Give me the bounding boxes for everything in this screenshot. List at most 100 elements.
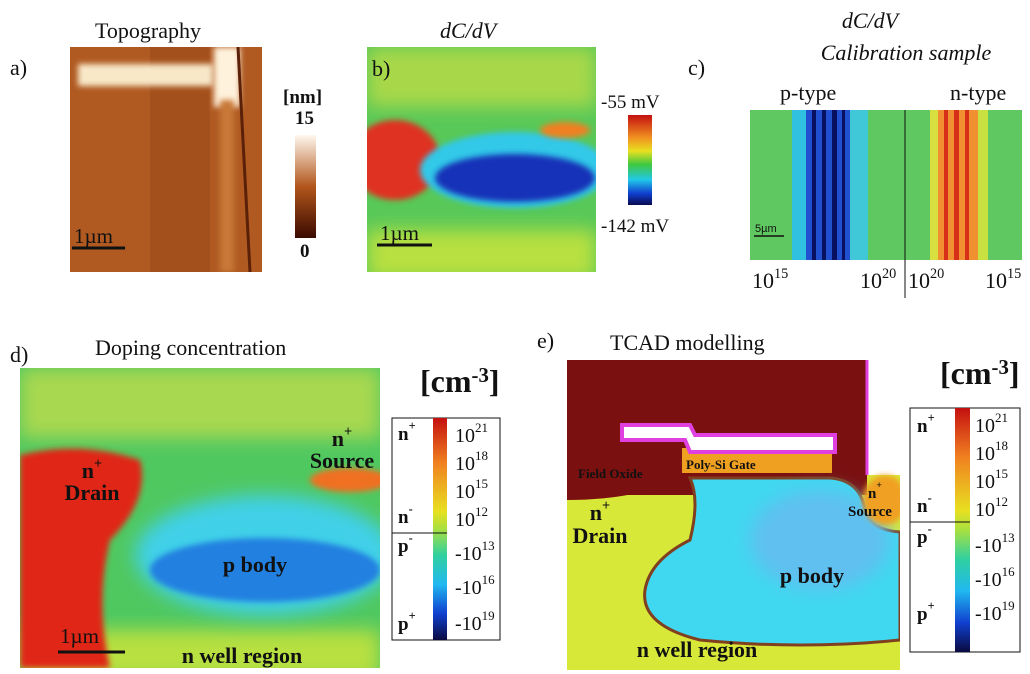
carrier-label-base: n	[398, 424, 409, 445]
colorbar-tick-label-exponent: 19	[1002, 598, 1015, 613]
carrier-label: p+	[398, 609, 416, 635]
carrier-label-base: n	[917, 496, 928, 517]
colorbar-tick-label: 1021	[455, 420, 488, 447]
panel-title: dC/dV	[842, 8, 901, 33]
region-label: Drain	[573, 523, 628, 548]
colorbar-tick-label: -1016	[455, 572, 495, 599]
region-label-base: n	[332, 426, 344, 451]
axis-label: 1020	[908, 266, 944, 293]
unit-label: [cm-3]	[420, 363, 500, 399]
colorbar-tick-label-exponent: 15	[995, 466, 1008, 481]
region-label: p body	[780, 563, 844, 588]
doping-map	[20, 368, 380, 668]
colorbar-tick-label-exponent: 16	[1002, 564, 1016, 579]
panel-label: e)	[537, 328, 554, 353]
carrier-label-exponent: +	[409, 419, 416, 433]
colorbar-max: 15	[295, 108, 314, 129]
colorbar-tick-label-base: 10	[455, 481, 475, 503]
panel-title: TCAD modelling	[610, 330, 765, 355]
carrier-label: n+	[398, 419, 416, 445]
colorbar-tick-label: -1019	[455, 608, 495, 635]
unit-label: [cm-3]	[940, 355, 1020, 391]
colorbar-tick-label: -1013	[455, 538, 495, 565]
region-label: n well region	[182, 643, 303, 668]
carrier-label-base: n	[398, 507, 409, 528]
unit-label-exponent: -3	[992, 356, 1009, 379]
colorbar-tick-label-base: -10	[455, 543, 482, 565]
carrier-label-exponent: -	[409, 531, 413, 545]
colorbar-tick-label-exponent: 13	[482, 538, 495, 553]
colorbar-tick-label-exponent: 21	[995, 410, 1008, 425]
panel-label: b)	[372, 56, 390, 81]
unit-label-tail: ]	[489, 363, 500, 399]
carrier-label-base: p	[917, 604, 928, 625]
region-label: p body	[223, 552, 287, 577]
panel-title: Topography	[95, 18, 201, 43]
axis-label-exponent: 15	[1007, 266, 1021, 282]
scale-label: 1µm	[380, 221, 419, 245]
colorbar-tick-label-base: -10	[975, 535, 1002, 557]
region-label: Field Oxide	[578, 466, 643, 481]
carrier-label: p-	[398, 531, 413, 557]
region-label: n+	[82, 456, 102, 483]
axis-label-exponent: 20	[882, 266, 896, 282]
carrier-label: n+	[917, 411, 935, 437]
unit-label-base: [cm	[420, 363, 472, 399]
colorbar-tick-label-exponent: 13	[1002, 530, 1015, 545]
colorbar	[295, 135, 316, 238]
colorbar-tick-label-base: 10	[975, 499, 995, 521]
axis-label-base: 10	[908, 268, 930, 293]
region-label: n-type	[950, 80, 1006, 105]
colorbar-tick-label-base: 10	[975, 471, 995, 493]
axis-label-exponent: 15	[774, 266, 788, 282]
colorbar-tick-label: 1015	[455, 476, 488, 503]
colorbar-tick-label: 1018	[455, 448, 488, 475]
colorbar-tick-label-exponent: 12	[475, 504, 488, 519]
region-label-base: n	[868, 486, 877, 502]
tcad-map	[567, 360, 900, 670]
carrier-label-exponent: -	[409, 502, 413, 516]
region-label: n+	[868, 480, 882, 502]
colorbar-tick-label-exponent: 18	[475, 448, 488, 463]
colorbar-tick-label-exponent: 16	[482, 572, 496, 587]
region-label: Drain	[65, 480, 120, 505]
region-label: n+	[590, 498, 610, 525]
topography-map	[70, 47, 262, 272]
region-label-base: n	[590, 500, 602, 525]
calibration-map	[750, 110, 1022, 260]
carrier-label-exponent: +	[928, 411, 935, 425]
colorbar-tick-label-exponent: 21	[475, 420, 488, 435]
colorbar	[955, 408, 970, 652]
carrier-label: n-	[398, 502, 413, 528]
axis-label: 1020	[860, 266, 896, 293]
colorbar-tick-label-base: -10	[975, 569, 1002, 591]
scale-label: 1µm	[60, 624, 99, 648]
region-label: n+	[332, 424, 352, 451]
colorbar-tick-label-base: -10	[975, 603, 1002, 625]
panel-subtitle: Calibration sample	[821, 40, 992, 65]
region-label-exponent: +	[602, 498, 610, 514]
carrier-label: p+	[917, 599, 935, 625]
colorbar-tick-label-exponent: 12	[995, 494, 1008, 509]
colorbar-tick-label: -1016	[975, 564, 1015, 591]
carrier-label-base: p	[917, 527, 928, 548]
colorbar	[433, 418, 447, 640]
colorbar-tick-label: 1018	[975, 438, 1008, 465]
region-label-exponent: +	[876, 480, 882, 491]
carrier-label: p-	[917, 522, 932, 548]
colorbar-tick-label: -1019	[975, 598, 1015, 625]
axis-label: 1015	[752, 266, 788, 293]
axis-label: 1015	[985, 266, 1021, 293]
panel-title: Doping concentration	[95, 335, 286, 360]
panel-label: c)	[688, 55, 705, 80]
unit-label-base: [cm	[940, 355, 992, 391]
colorbar-min: -142 mV	[601, 216, 669, 237]
region-label: Source	[310, 448, 375, 473]
carrier-label: n-	[917, 491, 932, 517]
colorbar-max: -55 mV	[601, 92, 660, 113]
scale-label: 5µm	[755, 223, 777, 235]
panel-label: d)	[10, 342, 28, 367]
colorbar-tick-label-base: -10	[455, 577, 482, 599]
axis-label-base: 10	[860, 268, 882, 293]
